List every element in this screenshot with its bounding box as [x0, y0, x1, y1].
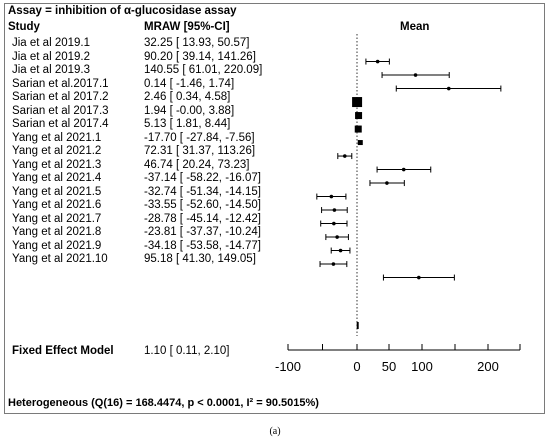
study-ci: -28.78 [ -45.14, -12.42]: [144, 212, 261, 225]
study-label: Yang et al 2021.8: [12, 226, 102, 238]
figure-caption: (a): [269, 426, 281, 437]
study-ci: 1.94 [ -0.00, 3.88]: [144, 104, 235, 117]
weight-box: [357, 140, 363, 146]
weight-box: [352, 97, 363, 108]
mean-point: [417, 275, 421, 280]
study-ci: 2.46 [ 0.34, 4.58]: [144, 91, 231, 103]
study-label: Jia et al 2019.1: [12, 37, 91, 49]
weight-box: [355, 112, 363, 120]
study-ci: 32.25 [ 13.93, 50.57]: [144, 37, 250, 49]
study-ci: 46.74 [ 20.24, 73.23]: [144, 158, 250, 171]
study-label: Yang et al 2021.7: [12, 212, 102, 225]
mraw-column-header: MRAW [95%-CI]: [144, 21, 230, 33]
study-ci: -33.55 [ -52.60, -14.50]: [144, 199, 261, 211]
study-label: Sarian et al.2017.1: [12, 77, 109, 90]
x-tick-label: 50: [381, 359, 397, 374]
mean-point: [385, 181, 389, 185]
mean-point: [446, 86, 451, 91]
heterogeneity-stats: Heterogeneous (Q(16) = 168.4474, p < 0.0…: [8, 397, 319, 409]
study-label: Yang et al 2021.3: [12, 158, 102, 171]
fixed-effect-ci: 1.10 [ 0.11, 2.10]: [144, 345, 230, 357]
mean-point: [401, 167, 406, 172]
x-tick-label: 0: [353, 359, 361, 374]
fixed-effect-label: Fixed Effect Model: [12, 345, 114, 357]
mean-point: [413, 73, 418, 77]
study-label: Yang et al 2021.1: [12, 131, 102, 144]
mean-point: [375, 59, 380, 64]
study-ci: -34.18 [ -53.58, -14.77]: [144, 239, 261, 252]
study-label: Yang et al 2021.2: [12, 145, 102, 157]
x-tick-label: 200: [477, 359, 499, 374]
study-column-header: Study: [8, 21, 40, 33]
mean-point: [342, 154, 347, 158]
mean-point: [335, 235, 339, 239]
mean-point: [329, 194, 334, 199]
study-ci: -37.14 [ -58.22, -16.07]: [144, 172, 261, 184]
mean-point: [332, 208, 337, 212]
mean-column-header: Mean: [400, 21, 430, 33]
plot-frame: [4, 3, 545, 414]
study-label: Yang et al 2021.4: [12, 172, 102, 184]
mean-point: [332, 221, 336, 226]
study-label: Yang et al 2021.9: [12, 239, 102, 252]
assay-title: Assay = inhibition of α-glucosidase assa…: [8, 5, 237, 17]
study-label: Jia et al 2019.3: [12, 64, 91, 76]
x-tick-label: -100: [274, 359, 302, 374]
study-label: Sarian et al 2017.2: [12, 91, 109, 103]
mean-point: [338, 248, 343, 253]
study-ci: 0.14 [ -1.46, 1.74]: [144, 77, 235, 90]
study-ci: -17.70 [ -27.84, -7.56]: [144, 131, 255, 144]
mean-point: [331, 262, 336, 266]
study-ci: -32.74 [ -51.34, -14.15]: [144, 185, 261, 198]
study-ci: -23.81 [ -37.37, -10.24]: [144, 226, 261, 238]
study-ci: 5.13 [ 1.81, 8.44]: [144, 118, 231, 130]
study-ci: 72.31 [ 31.37, 113.26]: [144, 145, 256, 157]
study-label: Sarian et al 2017.3: [12, 104, 109, 117]
study-label: Sarian et al 2017.4: [12, 118, 109, 130]
x-tick-label: 100: [411, 359, 433, 374]
study-label: Jia et al 2019.2: [12, 50, 91, 63]
study-label: Yang et al 2021.6: [12, 199, 102, 211]
study-label: Yang et al 2021.10: [12, 253, 108, 265]
fixed-effect-marker: [356, 322, 359, 329]
study-ci: 95.18 [ 41.30, 149.05]: [144, 253, 256, 265]
study-ci: 90.20 [ 39.14, 141.26]: [144, 50, 256, 63]
study-ci: 140.55 [ 61.01, 220.09]: [144, 64, 263, 76]
weight-box: [354, 125, 362, 133]
study-label: Yang et al 2021.5: [12, 185, 102, 198]
